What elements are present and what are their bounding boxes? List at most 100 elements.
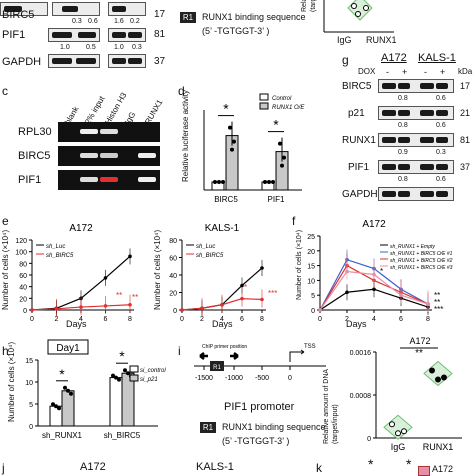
legend-swatch (259, 102, 269, 110)
data-point (30, 308, 34, 312)
blot-a-gapdh-right (108, 54, 146, 68)
data-point (221, 180, 225, 184)
x-tick-label: 2 (55, 316, 59, 323)
y-tick-label: 80 (19, 261, 27, 268)
kda-header: kDa (458, 67, 473, 76)
data-point (232, 139, 236, 144)
axis-label-y: Relative (targ (301, 0, 317, 12)
x-tick-label: 0 (180, 316, 184, 323)
y-tick-label: 0 (173, 308, 177, 315)
promoter-tick-label: -1500 (195, 375, 213, 382)
blot-row-label: GAPDH (2, 56, 42, 68)
gel-band (80, 177, 98, 182)
data-point (230, 147, 234, 152)
panel-letter: k (316, 461, 322, 475)
data-point (271, 180, 275, 184)
x-tick-label: 6 (104, 316, 108, 323)
y-tick-label: 60 (169, 256, 177, 263)
kda-label: 21 (460, 108, 471, 118)
quant-label: 0.8 (398, 122, 408, 129)
data-point (66, 388, 70, 393)
data-point (372, 287, 376, 292)
blot-a-pif1-left (48, 28, 100, 42)
cell-line-label: A172 (80, 461, 106, 473)
data-point (111, 373, 115, 378)
y-tick-label: 120 (15, 238, 27, 245)
blot-g-runx1 (378, 133, 454, 147)
legend-label: si_p21 (140, 377, 158, 383)
blot-row-label: GAPDH (342, 189, 378, 200)
quant-label: 0.9 (398, 149, 408, 156)
kda-label: 37 (154, 56, 166, 67)
band (382, 83, 396, 89)
quant-label: 1.6 (114, 18, 124, 25)
sig-star: * (273, 117, 279, 133)
data-point (389, 421, 395, 428)
bar-si-p21 (61, 390, 75, 427)
legend-label: si_control (140, 368, 166, 374)
data-point (441, 374, 447, 381)
band (398, 83, 410, 89)
band (52, 32, 72, 38)
sig-star: * (119, 348, 125, 364)
legend-swatch (129, 374, 139, 382)
legend-swatch (259, 93, 269, 101)
panel-letter: j (2, 461, 5, 475)
band (382, 164, 396, 170)
data-point (103, 276, 108, 280)
legend-label: sh_BIRC5 (196, 253, 224, 259)
day-title-box (47, 339, 89, 355)
blot-row-label: BIRC5 (2, 9, 35, 21)
gel-band (80, 129, 98, 134)
y-tick-label: 80 (169, 238, 177, 245)
band (112, 6, 126, 12)
y-tick-label: 0.0016 (350, 350, 372, 357)
x-tick-label: 2 (200, 316, 204, 323)
y-tick-label: 15 (307, 264, 315, 271)
data-point (54, 404, 58, 409)
quant-label: 0.6 (436, 95, 446, 102)
y-tick-label: 10 (307, 278, 315, 285)
data-point (345, 269, 349, 274)
gel-row-label: PIF1 (18, 174, 42, 186)
kda-label: 81 (154, 29, 166, 40)
data-point (240, 296, 244, 301)
blot-row-label: BIRC5 (342, 81, 372, 92)
band (52, 58, 72, 64)
sig-star: ** (434, 291, 440, 300)
axis-label-x: Days (212, 319, 233, 329)
data-point (228, 125, 232, 130)
data-point (267, 180, 271, 184)
x-tick-label: 0 (318, 316, 322, 323)
blot-a-birc5-left (0, 2, 48, 16)
band (436, 191, 448, 197)
sig-star: * (380, 267, 383, 276)
cell-line-label: KALS-1 (418, 52, 456, 64)
axis-label-y: Number of cells (×10⁴) (153, 229, 162, 310)
x-tick-label: 4 (372, 316, 376, 323)
bar-si-control (109, 377, 123, 427)
x-tick-label: RUNX1 (366, 35, 397, 45)
data-point (278, 141, 282, 146)
x-tick-label: PIF1 (268, 195, 285, 204)
x-tick-label: 4 (79, 316, 83, 323)
blot-row-label: RUNX1 (342, 135, 376, 146)
y-tick-label: 20 (19, 296, 27, 303)
y-tick-label: 20 (307, 249, 315, 256)
data-point (117, 377, 121, 382)
x-tick-label: IgG (337, 35, 352, 45)
gel-row-label: RPL30 (18, 126, 52, 138)
data-point (429, 367, 435, 374)
dox-sign: + (402, 67, 408, 77)
chart-title: A172 (362, 219, 386, 230)
r1-box: R1 (200, 422, 216, 433)
binding-seq: (5’ -TGTGGT-3’ ) (202, 26, 270, 36)
panel-letter: d (178, 84, 185, 98)
y-tick-label: 100 (15, 250, 27, 257)
sig-star: * (244, 283, 247, 292)
axis-label-x: Days (346, 319, 367, 329)
data-point (103, 304, 108, 308)
quant-label: 1.0 (60, 44, 70, 51)
gel-row-label: BIRC5 (18, 150, 51, 162)
